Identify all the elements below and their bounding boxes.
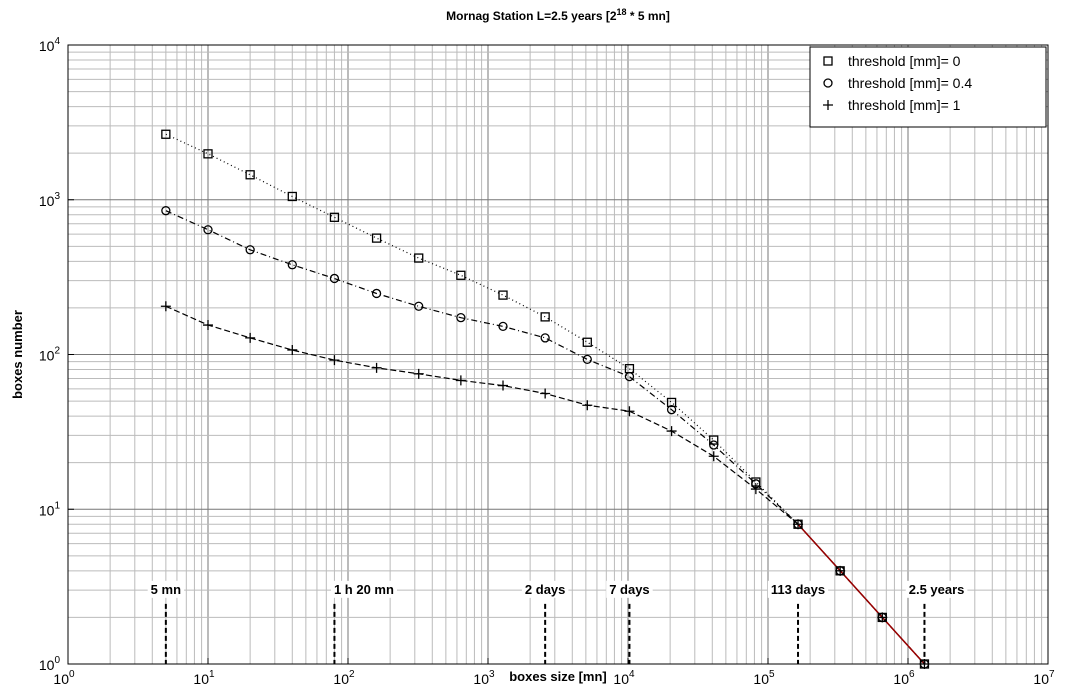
point-circle bbox=[414, 301, 424, 311]
point-plus bbox=[708, 451, 719, 462]
point-square bbox=[582, 337, 592, 347]
point-plus bbox=[287, 344, 298, 355]
point-circle bbox=[823, 78, 833, 88]
point-plus bbox=[455, 375, 466, 386]
point-plus bbox=[160, 301, 171, 312]
point-square bbox=[203, 149, 213, 159]
annotation-label: 2 days bbox=[525, 582, 565, 597]
annotation-label-bg bbox=[905, 580, 968, 598]
point-plus bbox=[582, 400, 593, 411]
annotation-label: 5 mn bbox=[151, 582, 181, 597]
annotation-label-bg bbox=[767, 580, 829, 598]
point-square bbox=[287, 191, 297, 202]
x-tick-label: 100 bbox=[53, 669, 75, 684]
annotations: 5 mn 1 h 20 mn 2 days 7 days 113 days 2.5 yea… bbox=[147, 580, 968, 664]
legend-box bbox=[809, 46, 1047, 128]
point-square bbox=[666, 397, 677, 408]
point-plus bbox=[750, 484, 761, 495]
x-tick-label: 107 bbox=[1033, 669, 1055, 684]
point-plus bbox=[793, 519, 804, 530]
y-tick-label: 101 bbox=[39, 500, 61, 518]
annotation-label-bg bbox=[606, 580, 653, 598]
point-square bbox=[414, 253, 424, 263]
point-circle bbox=[245, 245, 255, 255]
point-circle bbox=[456, 313, 466, 323]
annotation-label: 113 days bbox=[771, 582, 825, 597]
annotation-label-bg bbox=[147, 580, 185, 598]
series-line bbox=[165, 305, 925, 665]
point-square bbox=[540, 312, 550, 322]
point-circle bbox=[329, 273, 340, 284]
point-plus bbox=[245, 332, 256, 343]
annotation-label-bg bbox=[521, 580, 569, 598]
point-plus bbox=[498, 380, 509, 391]
point-square bbox=[161, 129, 171, 139]
point-circle bbox=[371, 288, 382, 299]
x-tick-label: 104 bbox=[613, 669, 635, 684]
legend-entry: threshold [mm]= 1 bbox=[848, 97, 961, 113]
point-circle bbox=[582, 354, 592, 365]
chart-title: Mornag Station L=2.5 years [218 * 5 mn] bbox=[446, 7, 670, 23]
y-tick-label: 103 bbox=[39, 191, 61, 209]
point-circle bbox=[666, 405, 677, 415]
point-plus bbox=[823, 100, 833, 110]
x-axis-label: boxes size [mn] bbox=[509, 669, 607, 684]
point-circle bbox=[498, 321, 508, 332]
point-circle bbox=[161, 206, 171, 216]
point-plus bbox=[877, 612, 888, 623]
point-circle bbox=[540, 333, 550, 343]
point-plus bbox=[835, 565, 846, 576]
point-square bbox=[456, 270, 466, 280]
point-square bbox=[709, 435, 719, 445]
annotation-label: 7 days bbox=[609, 582, 649, 597]
grid bbox=[67, 45, 1048, 665]
point-plus bbox=[540, 388, 551, 399]
x-tick-label: 101 bbox=[193, 669, 215, 684]
point-plus bbox=[203, 320, 213, 331]
annotation-label: 1 h 20 mn bbox=[334, 582, 394, 597]
y-tick-label: 102 bbox=[39, 346, 61, 364]
x-tick-label: 105 bbox=[753, 669, 775, 684]
legend-entry: threshold [mm]= 0 bbox=[848, 53, 961, 69]
series-layer bbox=[160, 129, 930, 669]
point-plus bbox=[329, 355, 340, 366]
point-plus bbox=[413, 368, 424, 379]
x-tick-label: 106 bbox=[893, 669, 915, 684]
x-tick-label: 102 bbox=[333, 669, 355, 684]
point-plus bbox=[371, 362, 382, 373]
x-tick-label: 103 bbox=[473, 669, 495, 684]
tick-labels: 100 101 102 103 104 105 106 107 100 101 102 103 104 bbox=[39, 36, 1055, 684]
annotation-label-bg bbox=[330, 580, 397, 598]
y-axis-label: boxes number bbox=[10, 310, 25, 399]
series-line bbox=[165, 133, 925, 665]
point-circle bbox=[624, 371, 635, 382]
point-square bbox=[329, 212, 340, 222]
point-square bbox=[823, 56, 833, 66]
point-circle bbox=[287, 260, 297, 270]
point-square bbox=[371, 233, 382, 243]
annotation-label: 2.5 years bbox=[909, 582, 965, 597]
point-square bbox=[624, 364, 635, 374]
highlight-line bbox=[797, 523, 926, 665]
y-tick-label: 104 bbox=[39, 36, 61, 54]
point-plus bbox=[666, 426, 677, 437]
point-circle bbox=[709, 440, 719, 450]
legend: threshold [mm]= 0 threshold [mm]= 0.4 thre… bbox=[809, 46, 1047, 128]
point-circle bbox=[203, 225, 213, 235]
legend-entry: threshold [mm]= 0.4 bbox=[848, 75, 972, 91]
point-square bbox=[245, 170, 255, 180]
y-tick-label: 100 bbox=[39, 655, 61, 673]
point-square bbox=[498, 290, 508, 300]
point-plus bbox=[624, 406, 635, 417]
